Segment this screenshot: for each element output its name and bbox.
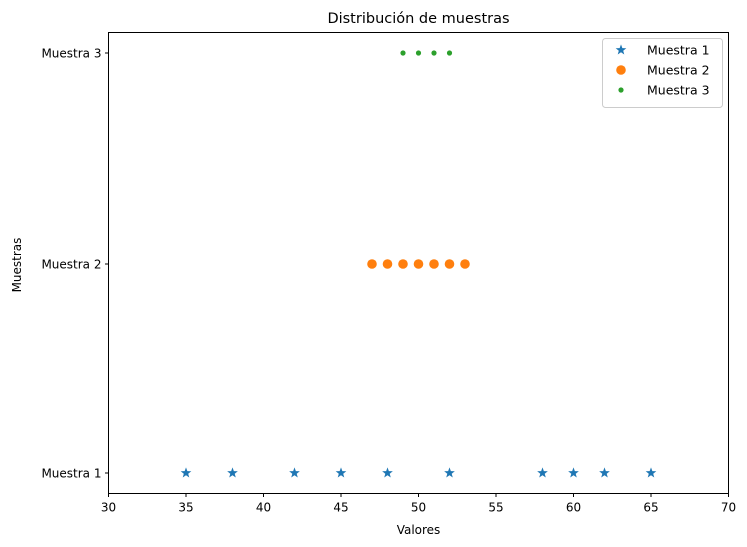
y-tick-label: Muestra 1 xyxy=(41,467,101,481)
data-point xyxy=(431,50,437,56)
legend: Muestra 1 Muestra 2 Muestra 3 xyxy=(602,38,723,108)
x-tick-label: 65 xyxy=(643,501,658,515)
data-point xyxy=(645,467,657,478)
data-point xyxy=(413,259,424,269)
x-tick-label: 50 xyxy=(411,501,426,515)
data-point xyxy=(335,467,347,478)
legend-label: Muestra 2 xyxy=(647,63,710,78)
x-tick-label: 55 xyxy=(488,501,503,515)
data-point xyxy=(444,259,455,269)
data-point xyxy=(446,50,453,56)
data-point xyxy=(568,467,579,478)
data-point xyxy=(289,467,300,478)
y-axis-label: Muestras xyxy=(10,238,24,293)
x-tick-label: 35 xyxy=(178,501,193,515)
series-2 xyxy=(367,259,470,269)
series-3 xyxy=(400,50,453,56)
legend-label: Muestra 3 xyxy=(647,83,710,98)
data-point xyxy=(444,467,455,478)
data-point xyxy=(415,50,422,56)
x-tick-label: 40 xyxy=(256,501,271,515)
legend-marker xyxy=(618,87,624,93)
data-point xyxy=(599,467,610,478)
legend-marker xyxy=(616,65,626,75)
data-point xyxy=(382,467,393,478)
x-axis-label: Valores xyxy=(397,523,441,537)
legend-label: Muestra 1 xyxy=(647,43,710,58)
y-tick-label: Muestra 2 xyxy=(41,258,101,272)
data-point xyxy=(227,467,238,478)
x-tick-label: 70 xyxy=(721,501,736,515)
legend-box xyxy=(602,38,723,108)
data-point xyxy=(537,467,548,478)
y-tick-label: Muestra 3 xyxy=(41,47,101,61)
x-tick-label: 60 xyxy=(566,501,581,515)
data-point xyxy=(382,259,393,269)
data-point xyxy=(398,259,408,269)
data-point xyxy=(460,259,470,269)
series-1 xyxy=(180,467,657,478)
x-tick-label: 45 xyxy=(333,501,348,515)
data-point xyxy=(367,259,377,269)
data-point xyxy=(400,50,406,56)
data-point xyxy=(429,259,439,269)
x-tick-label: 30 xyxy=(101,501,116,515)
chart-title: Distribución de muestras xyxy=(327,11,509,27)
legend-marker xyxy=(615,44,627,55)
data-point xyxy=(180,467,192,478)
